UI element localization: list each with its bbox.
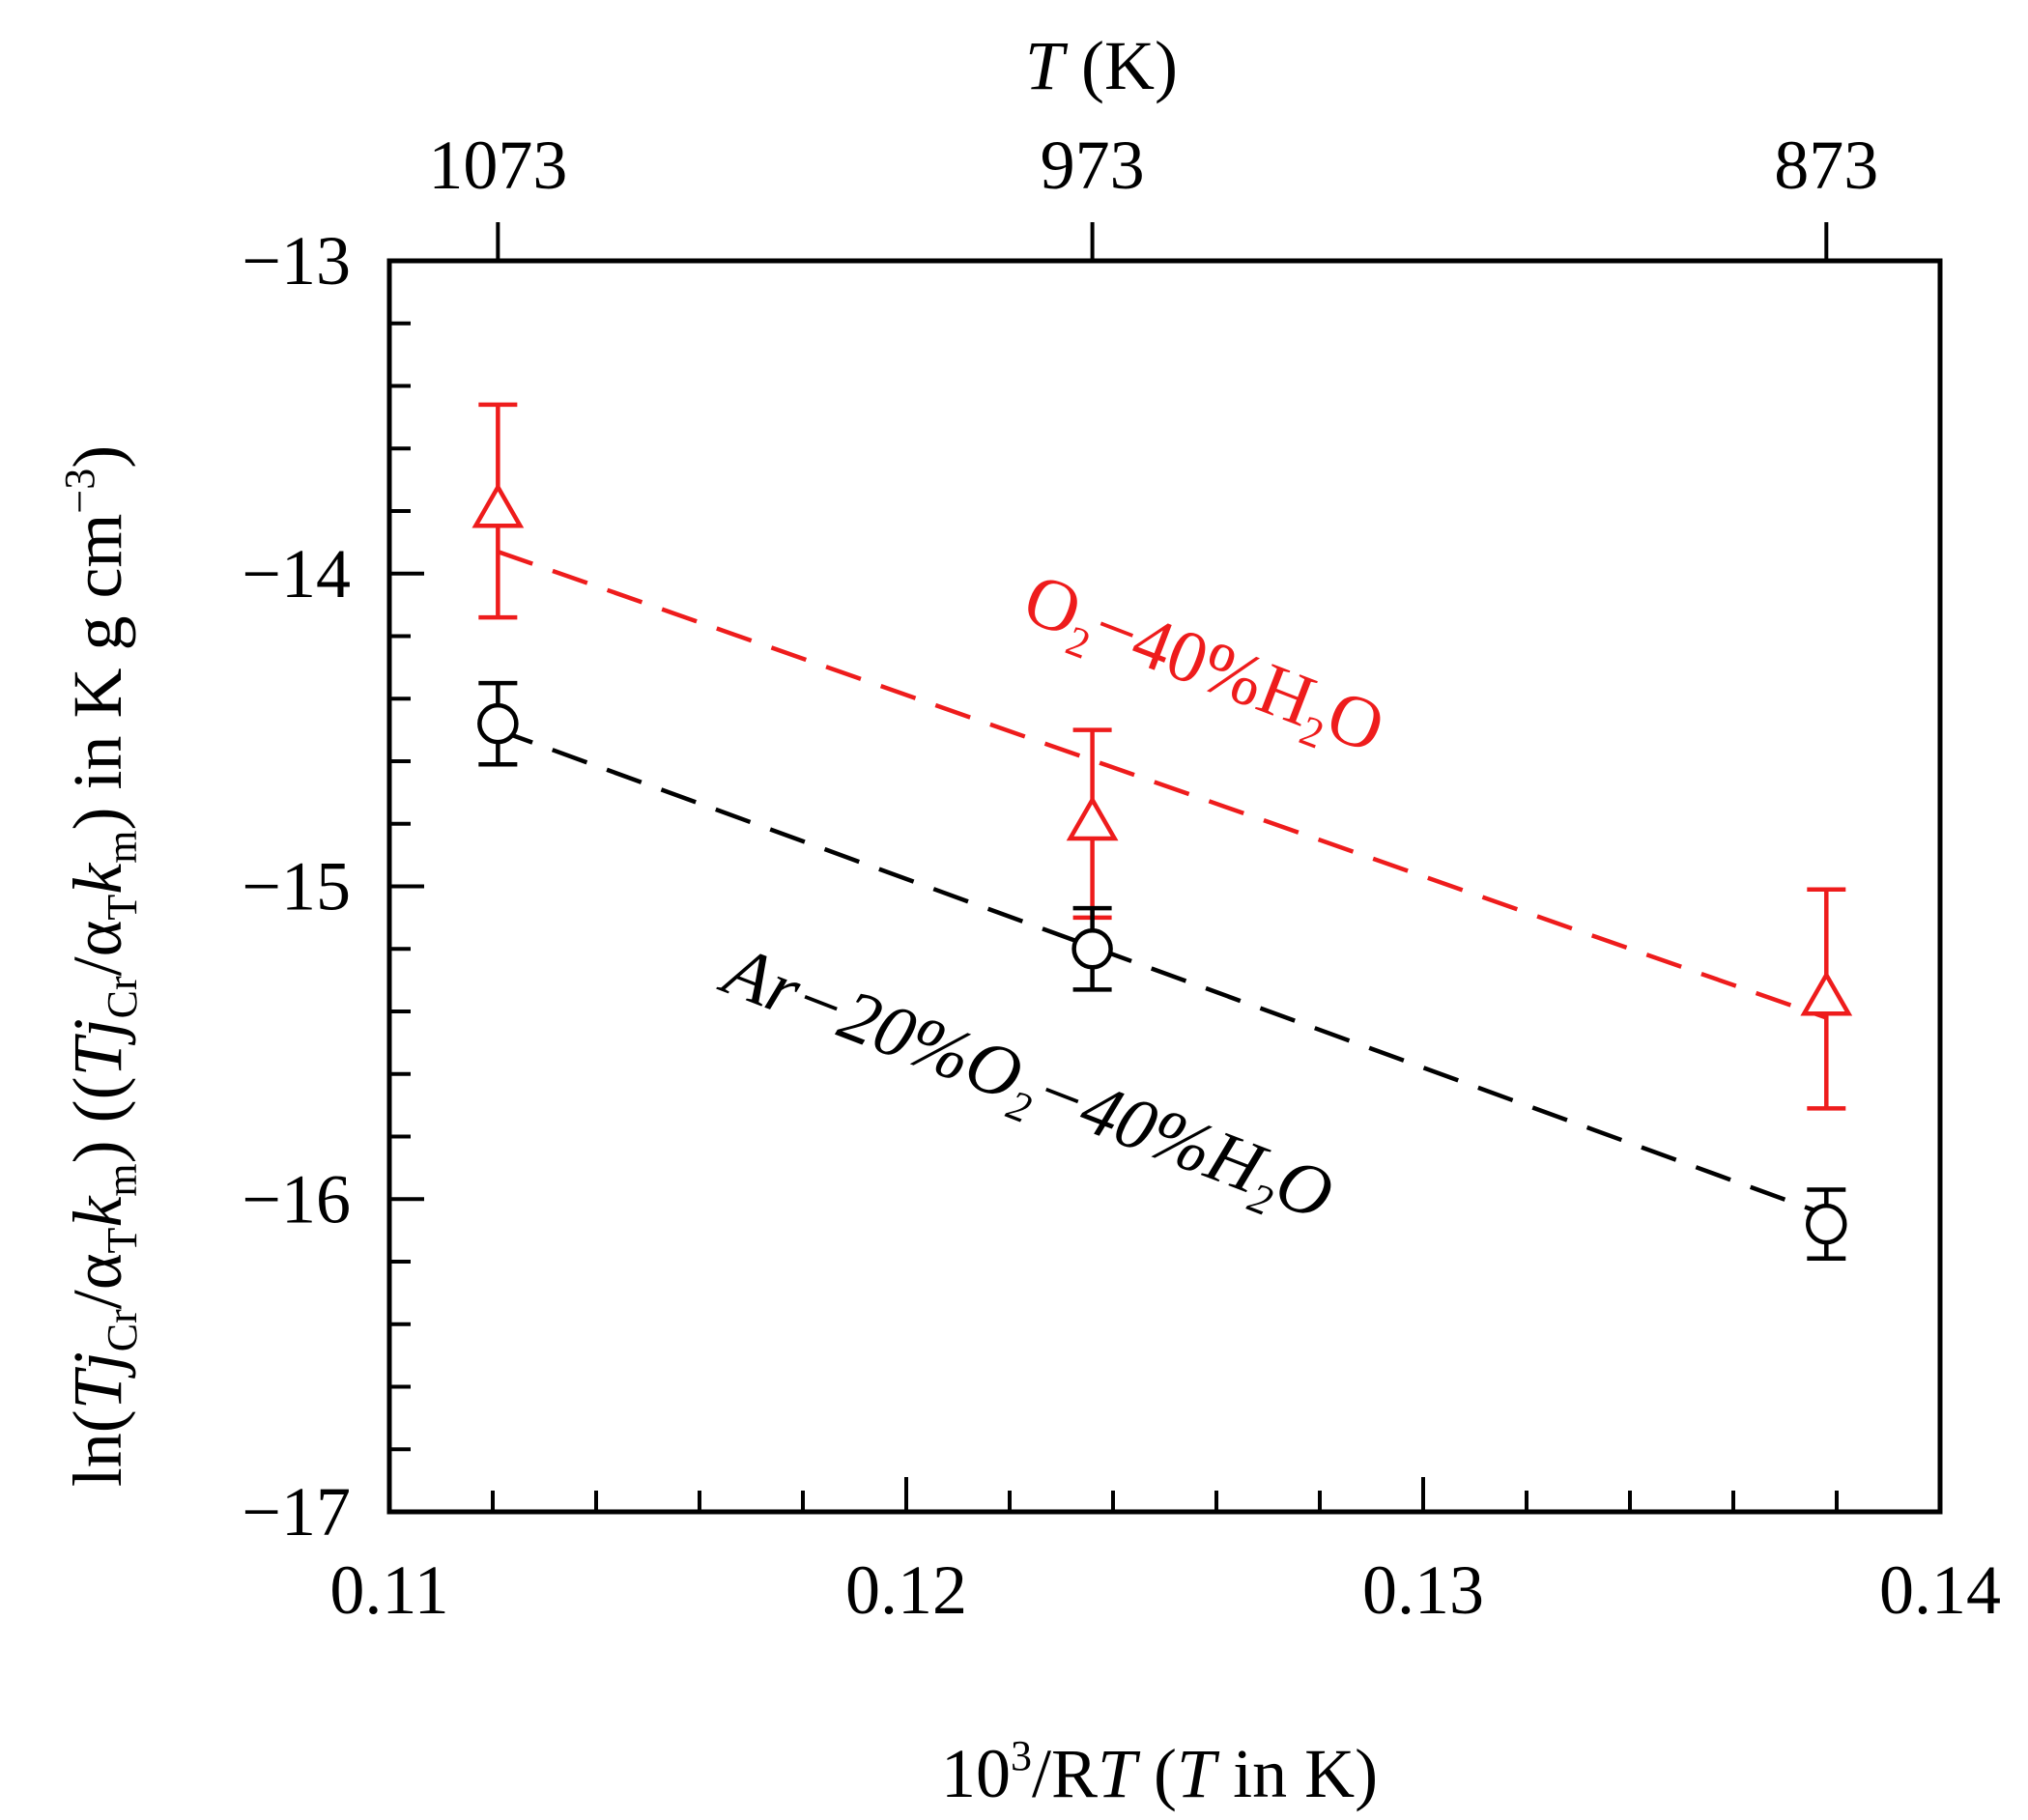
plot-frame — [386, 258, 1943, 1515]
data-point-circle — [1806, 1203, 1847, 1245]
x-tick-label: 0.14 — [1879, 1551, 2001, 1629]
fit-line — [497, 549, 1828, 1020]
series-ar-o2-h2o — [477, 680, 1847, 1262]
text-layer: T (K) 103/RT (T in K) ln(TjCr/αTkm) ((Tj… — [56, 27, 2001, 1812]
top-tick-label: 973 — [1041, 127, 1145, 204]
y-tick-label: −15 — [242, 848, 351, 925]
top-tick-label: 873 — [1774, 127, 1878, 204]
x-tick-label: 0.13 — [1362, 1551, 1484, 1629]
x-axis-title: 103/RT (T in K) — [941, 1732, 1378, 1812]
series-o2-h2o — [471, 402, 1853, 1111]
fit-line — [497, 727, 1828, 1217]
y-axis-title: ln(TjCr/αTkm) ((TjCr/αTkm) in K g cm−3) — [56, 445, 146, 1487]
y-tick-label: −14 — [242, 535, 351, 612]
x-tick-label: 0.12 — [845, 1551, 967, 1629]
data-point-triangle — [471, 482, 525, 528]
data-point-circle — [477, 702, 519, 745]
data-point-circle — [1071, 928, 1113, 970]
top-tick-label: 1073 — [428, 127, 567, 204]
series-label-o2: O2−40%H2O — [1011, 557, 1395, 777]
series-label-ar: Ar−20%O2−40%H2O — [706, 928, 1344, 1244]
series-layer — [471, 402, 1853, 1262]
data-point-triangle — [1066, 795, 1119, 841]
top-axis-title: T (K) — [1025, 27, 1178, 104]
y-tick-label: −13 — [242, 222, 351, 299]
axes — [386, 222, 1943, 1515]
data-point-triangle — [1800, 970, 1853, 1016]
x-tick-label: 0.11 — [329, 1551, 448, 1629]
y-tick-label: −17 — [242, 1473, 351, 1550]
y-tick-label: −16 — [242, 1160, 351, 1237]
